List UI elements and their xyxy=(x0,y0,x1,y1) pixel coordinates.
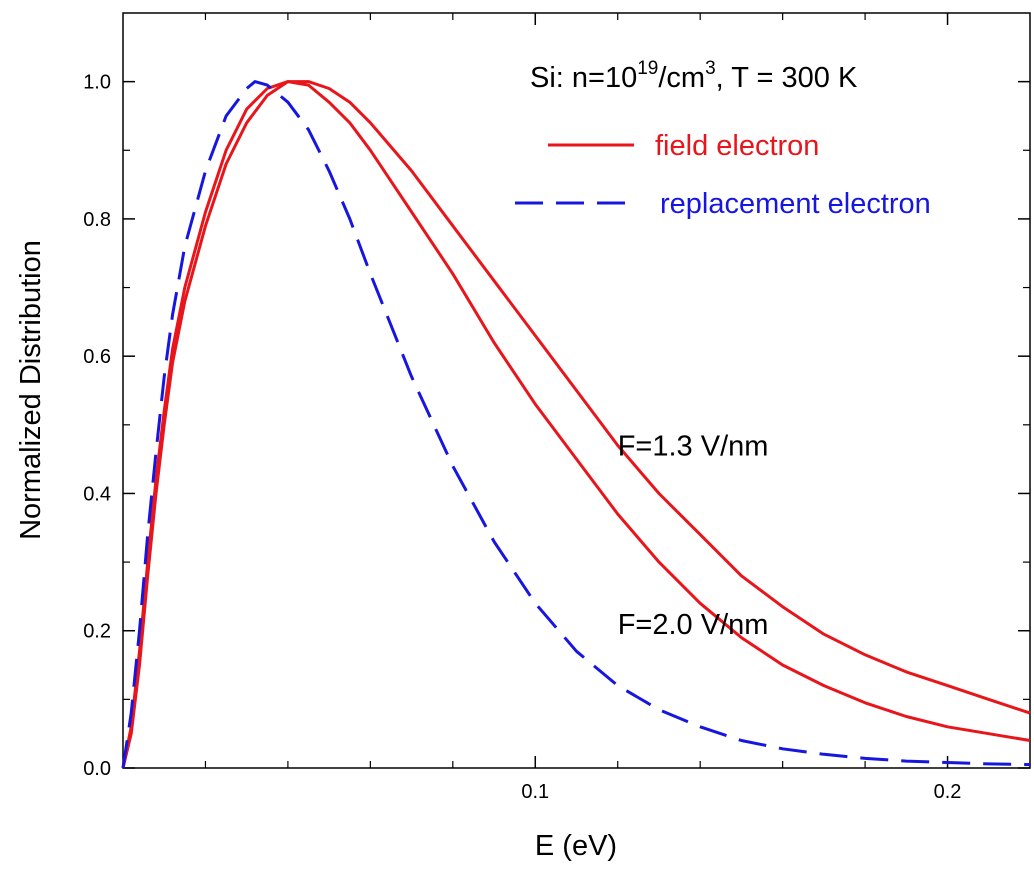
chart-title: Si: n=1019/cm3, T = 300 K xyxy=(530,58,858,94)
y-tick-label: 0.6 xyxy=(83,346,111,368)
legend-label-replacement-electron: replacement electron xyxy=(660,188,931,220)
annotation-f-1-3: F=1.3 V/nm xyxy=(618,431,769,463)
axis-tick-labels: 0.1 0.2 0.0 0.2 0.4 0.6 0.8 1.0 xyxy=(83,72,961,803)
x-tick-label: 0.2 xyxy=(934,781,962,803)
title-prefix: Si: n=10 xyxy=(530,62,637,94)
title-suffix: , T = 300 K xyxy=(716,62,858,94)
legend: field electron replacement electron xyxy=(515,130,931,220)
series-line-2 xyxy=(121,80,1031,769)
plot-frame xyxy=(122,12,1031,769)
y-tick-label: 0.8 xyxy=(83,209,111,231)
annotation-f-2-0: F=2.0 V/nm xyxy=(618,609,769,641)
series-layer xyxy=(121,80,1031,769)
title-sup-2: 3 xyxy=(705,58,716,79)
title-middle: /cm xyxy=(658,62,705,94)
title-sup-1: 19 xyxy=(637,58,658,79)
y-tick-label: 1.0 xyxy=(83,72,111,94)
y-tick-label: 0.0 xyxy=(83,758,111,780)
y-tick-label: 0.4 xyxy=(83,483,111,505)
x-tick-label: 0.1 xyxy=(521,781,549,803)
series-line-1 xyxy=(121,80,1031,769)
series-line-0 xyxy=(121,80,1031,769)
y-axis-label: Normalized Distribution xyxy=(15,240,47,540)
y-tick-label: 0.2 xyxy=(83,621,111,643)
x-axis-label: E (eV) xyxy=(535,830,617,862)
legend-label-field-electron: field electron xyxy=(655,130,819,162)
axis-ticks xyxy=(123,13,1030,769)
